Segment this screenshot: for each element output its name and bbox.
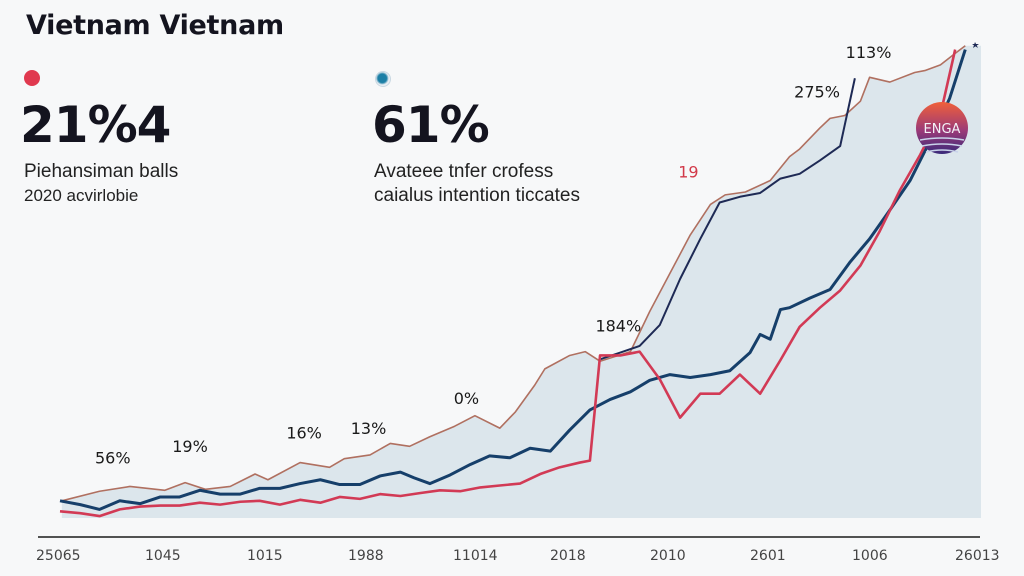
stat-description-2: Avateee tnfer crofess caialus intention … — [374, 160, 580, 208]
data-label: 56% — [95, 449, 131, 468]
red-dot-icon — [24, 70, 40, 86]
data-label: 0% — [454, 389, 479, 408]
stat-description-2-line2: caialus intention ticcates — [374, 185, 580, 206]
data-label: 13% — [351, 419, 387, 438]
x-tick-label: 25065 — [36, 548, 81, 564]
data-label: 275% — [794, 82, 840, 101]
area-fill — [61, 45, 966, 519]
data-label: 113% — [846, 43, 892, 62]
stat-description-1: Piehansiman balls 2020 acvirlobie — [24, 160, 178, 208]
enga-badge: ENGA — [916, 102, 968, 154]
globe-icon — [375, 71, 391, 87]
badge-waves-icon — [919, 137, 965, 153]
data-label: 184% — [595, 317, 641, 336]
end-star-icon — [972, 42, 979, 48]
x-tick-label: 1988 — [348, 548, 384, 564]
x-tick-label: 2601 — [750, 548, 786, 564]
series-line-red — [59, 49, 957, 518]
x-tick-label: 2018 — [550, 548, 586, 564]
stat-description-1-line1: Piehansiman balls — [24, 161, 179, 182]
data-label: 16% — [286, 424, 322, 443]
area-fill-edge — [964, 45, 981, 519]
series-line-blue — [59, 49, 967, 511]
x-tick-label: 11014 — [453, 548, 498, 564]
x-tick-label: 26013 — [955, 548, 1000, 564]
x-tick-label: 2010 — [650, 548, 686, 564]
data-label: 19% — [172, 437, 208, 456]
series-line-dark-navy — [599, 78, 856, 361]
chart-title: Vietnam Vietnam — [26, 10, 284, 41]
x-tick-label: 1015 — [247, 548, 283, 564]
series-line-upper — [61, 45, 966, 502]
x-tick-label: 1006 — [852, 548, 888, 564]
badge-circle — [916, 102, 968, 154]
stat-value-1: 21%4 — [20, 96, 171, 154]
badge-label: ENGA — [924, 122, 961, 137]
x-tick-label: 1045 — [145, 548, 181, 564]
stat-value-2: 61% — [372, 96, 490, 154]
stat-description-2-line1: Avateee tnfer crofess — [374, 161, 554, 182]
data-label: 19 — [678, 163, 698, 182]
stat-description-1-line2: 2020 acvirlobie — [24, 186, 139, 205]
